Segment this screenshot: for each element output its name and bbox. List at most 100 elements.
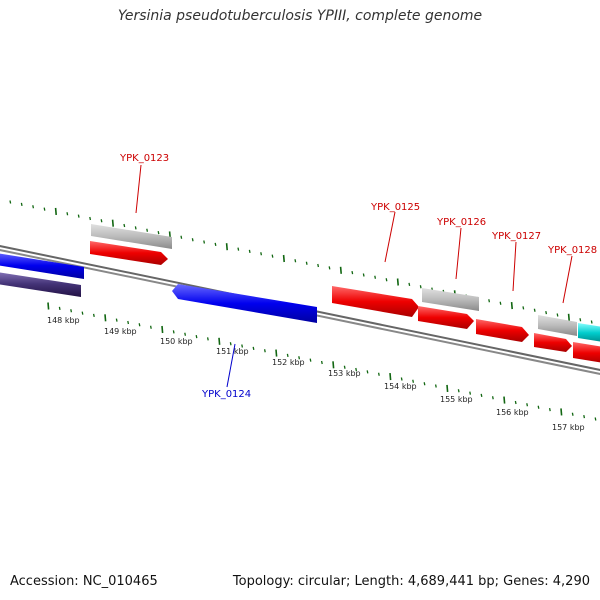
gene-label-YPK_0123[interactable]: YPK_0123	[119, 153, 169, 164]
map-title: Yersinia pseudotuberculosis YPIII, compl…	[117, 8, 483, 24]
gene-labels: YPK_0123 YPK_0125 YPK_0126 YPK_0127 YPK_…	[119, 153, 597, 400]
minor-tick	[317, 263, 320, 268]
major-tick	[275, 349, 278, 357]
gene-YPK_0123[interactable]	[90, 241, 168, 265]
tick-label: 152 kbp	[272, 358, 305, 367]
gene-label-YPK_0127[interactable]: YPK_0127	[491, 231, 541, 242]
gene-YPK_0127[interactable]	[476, 319, 529, 342]
minor-tick	[89, 216, 92, 221]
tick-label: 151 kbp	[216, 347, 249, 356]
minor-tick	[533, 308, 536, 312]
minor-tick	[548, 407, 551, 412]
gray-feature-0128[interactable]	[538, 315, 577, 336]
minor-tick	[263, 349, 266, 353]
gray-feature-0126[interactable]	[422, 288, 479, 311]
major-tick	[446, 384, 449, 392]
minor-tick	[203, 240, 206, 244]
minor-tick	[556, 313, 559, 317]
minor-tick	[385, 278, 388, 282]
gene-label-YPK_0124[interactable]: YPK_0124	[201, 389, 251, 400]
minor-tick	[594, 417, 597, 421]
genome-summary-text: Topology: circular; Length: 4,689,441 bp…	[232, 574, 590, 589]
minor-tick	[260, 252, 263, 256]
reverse-gene-left-edge[interactable]	[0, 252, 84, 279]
gene-YPK_0128[interactable]	[534, 333, 572, 352]
minor-tick	[92, 313, 95, 318]
minor-tick	[214, 242, 217, 247]
minor-tick	[149, 325, 152, 329]
gene-label-YPK_0125[interactable]: YPK_0125	[370, 202, 420, 213]
major-tick	[47, 302, 50, 310]
cyan-feature-right-edge[interactable]	[578, 323, 600, 343]
minor-tick	[66, 212, 69, 216]
gene-label-YPK_0128[interactable]: YPK_0128	[547, 245, 597, 256]
tick-label: 150 kbp	[160, 337, 193, 346]
tick-label: 156 kbp	[496, 408, 529, 417]
minor-tick	[590, 320, 593, 324]
minor-tick	[138, 323, 141, 327]
dark-feature-left-edge[interactable]	[0, 271, 81, 297]
minor-tick	[58, 306, 61, 311]
major-tick	[567, 313, 570, 321]
minor-tick	[195, 334, 198, 339]
minor-tick	[309, 358, 312, 362]
gene-label-YPK_0126[interactable]: YPK_0126	[436, 217, 486, 228]
minor-tick	[229, 342, 232, 346]
minor-tick	[412, 379, 415, 383]
tick-labels: 148 kbp 149 kbp 150 kbp 151 kbp 152 kbp 153 k…	[47, 316, 585, 432]
minor-tick	[32, 205, 35, 209]
gene-YPK_0126[interactable]	[418, 306, 474, 329]
gene-YPK_0125[interactable]	[332, 286, 419, 317]
major-tick	[111, 219, 114, 227]
minor-tick	[545, 310, 548, 315]
major-tick	[54, 207, 57, 215]
minor-tick	[400, 377, 403, 381]
minor-tick	[362, 273, 365, 277]
major-tick	[161, 325, 164, 334]
minor-tick	[252, 346, 255, 351]
minor-tick	[294, 259, 297, 263]
red-gene-right-edge[interactable]	[573, 342, 600, 364]
minor-tick	[522, 306, 525, 310]
minor-tick	[191, 238, 194, 242]
minor-tick	[286, 353, 289, 358]
minor-tick	[180, 235, 183, 239]
major-tick	[218, 337, 221, 345]
minor-tick	[366, 370, 369, 374]
major-tick	[389, 373, 392, 381]
major-tick	[396, 278, 399, 286]
minor-tick	[537, 405, 540, 409]
tick-label: 157 kbp	[552, 423, 585, 432]
lower-tick-row	[47, 302, 597, 421]
tick-label: 153 kbp	[328, 369, 361, 378]
minor-tick	[9, 200, 12, 204]
tick-label: 149 kbp	[104, 327, 137, 336]
minor-tick	[377, 372, 380, 376]
minor-tick	[488, 299, 491, 303]
major-tick	[282, 254, 285, 263]
minor-tick	[127, 320, 130, 325]
major-tick	[560, 408, 563, 416]
minor-tick	[134, 226, 137, 230]
minor-tick	[419, 285, 422, 289]
minor-tick	[100, 219, 103, 223]
minor-tick	[184, 332, 187, 336]
label-leaders	[135, 164, 573, 388]
minor-tick	[271, 254, 274, 258]
minor-tick	[70, 309, 73, 313]
minor-tick	[328, 266, 331, 270]
major-tick	[503, 396, 506, 404]
minor-tick	[571, 412, 574, 416]
minor-tick	[423, 382, 426, 386]
gray-feature-0123[interactable]	[91, 224, 172, 249]
minor-tick	[351, 270, 354, 275]
major-tick	[104, 314, 107, 322]
minor-tick	[499, 301, 502, 305]
gene-YPK_0124[interactable]	[172, 284, 317, 323]
minor-tick	[514, 400, 517, 405]
minor-tick	[491, 396, 494, 400]
major-tick	[332, 361, 335, 369]
minor-tick	[123, 223, 126, 228]
minor-tick	[408, 282, 411, 287]
